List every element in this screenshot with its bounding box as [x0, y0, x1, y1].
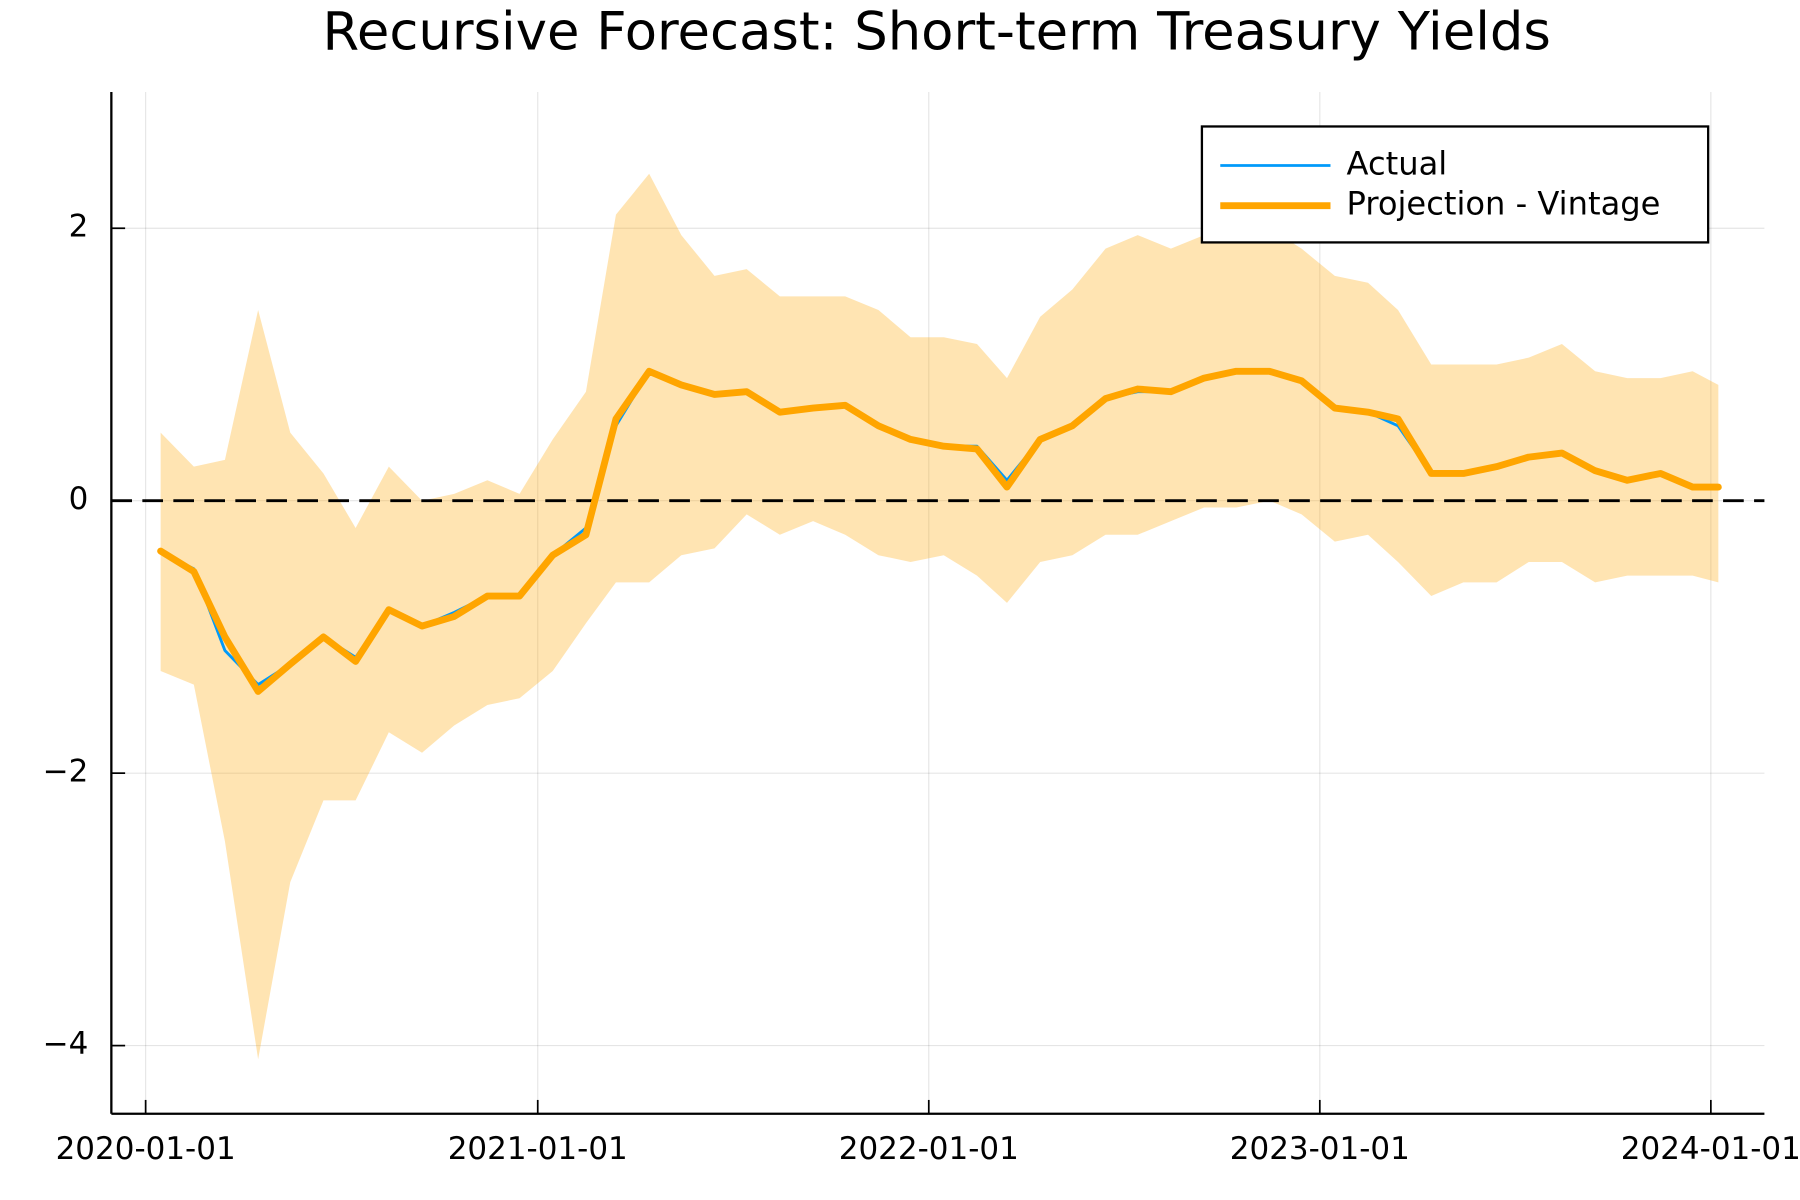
x-tick-label: 2021-01-01 [448, 1131, 628, 1167]
y-tick-label: 2 [69, 209, 89, 245]
x-tick-label: 2024-01-01 [1621, 1131, 1800, 1167]
y-tick-label: −2 [43, 754, 89, 790]
legend-label: Actual [1347, 144, 1448, 182]
y-tick-label: −4 [43, 1026, 89, 1062]
legend-label: Projection - Vintage [1347, 185, 1661, 223]
x-tick-label: 2020-01-01 [56, 1131, 236, 1167]
chart-title: Recursive Forecast: Short-term Treasury … [323, 1, 1551, 62]
x-tick-label: 2022-01-01 [839, 1131, 1019, 1167]
y-tick-label: 0 [69, 481, 89, 517]
x-tick-label: 2023-01-01 [1230, 1131, 1410, 1167]
confidence-band [160, 173, 1719, 1060]
series-line [157, 367, 1722, 695]
legend-box [1200, 125, 1710, 244]
